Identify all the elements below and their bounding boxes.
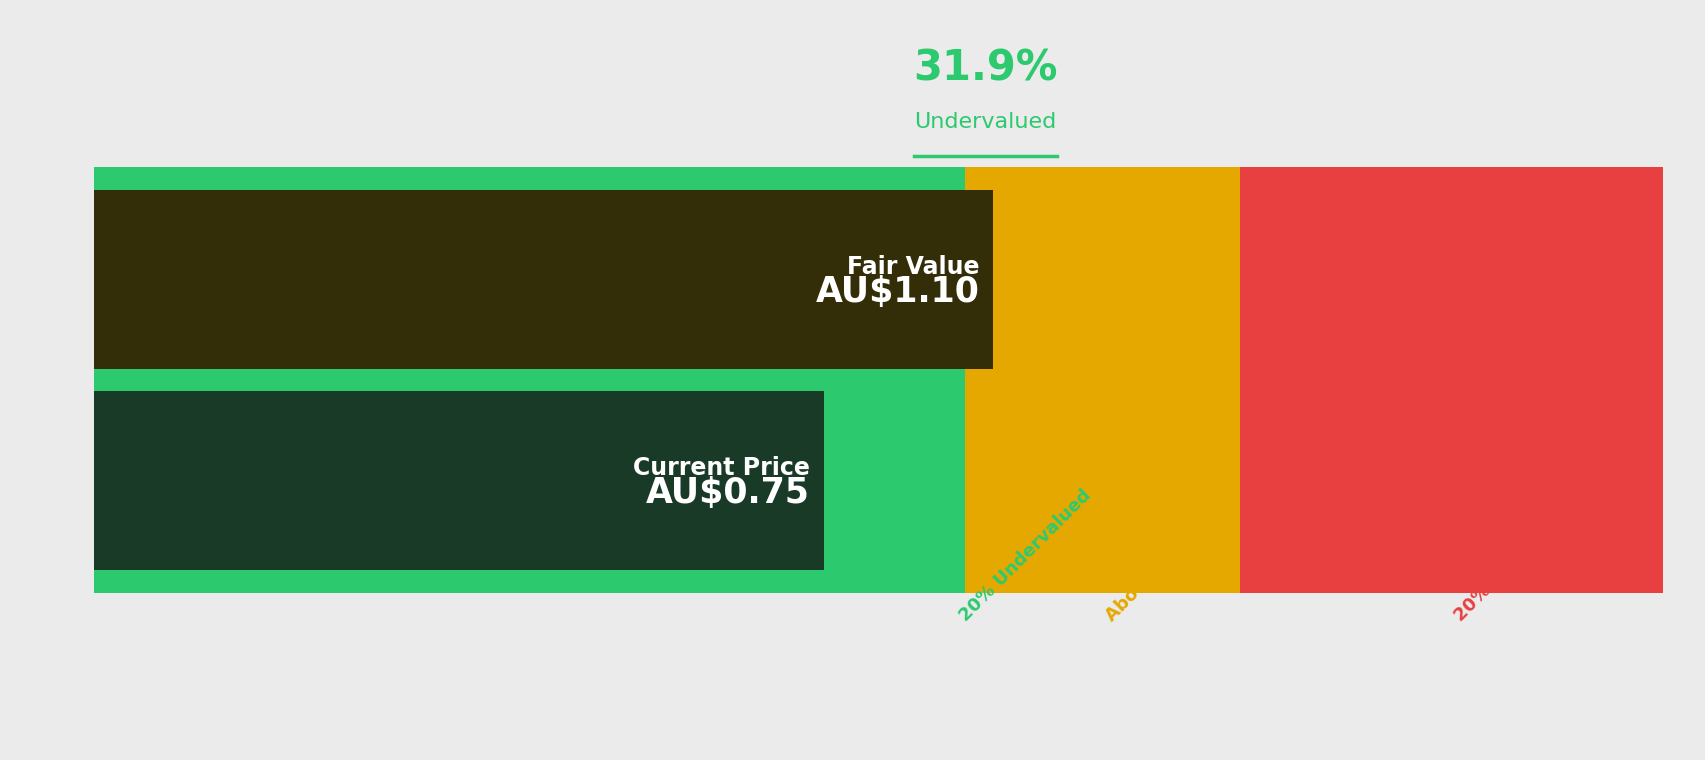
Text: Current Price: Current Price — [633, 456, 810, 480]
Bar — [965, 167, 1240, 593]
Text: About Right: About Right — [1101, 527, 1200, 625]
Bar — [94, 190, 992, 369]
Text: 20% Undervalued: 20% Undervalued — [957, 486, 1095, 625]
Bar — [94, 391, 824, 570]
Text: Undervalued: Undervalued — [914, 112, 1055, 131]
Bar — [1240, 167, 1662, 593]
Bar — [94, 167, 965, 593]
Text: AU$1.10: AU$1.10 — [815, 275, 979, 309]
Text: 31.9%: 31.9% — [912, 47, 1057, 90]
Text: Fair Value: Fair Value — [846, 255, 979, 279]
Text: 20% Overvalued: 20% Overvalued — [1451, 495, 1581, 625]
Text: AU$0.75: AU$0.75 — [646, 476, 810, 510]
